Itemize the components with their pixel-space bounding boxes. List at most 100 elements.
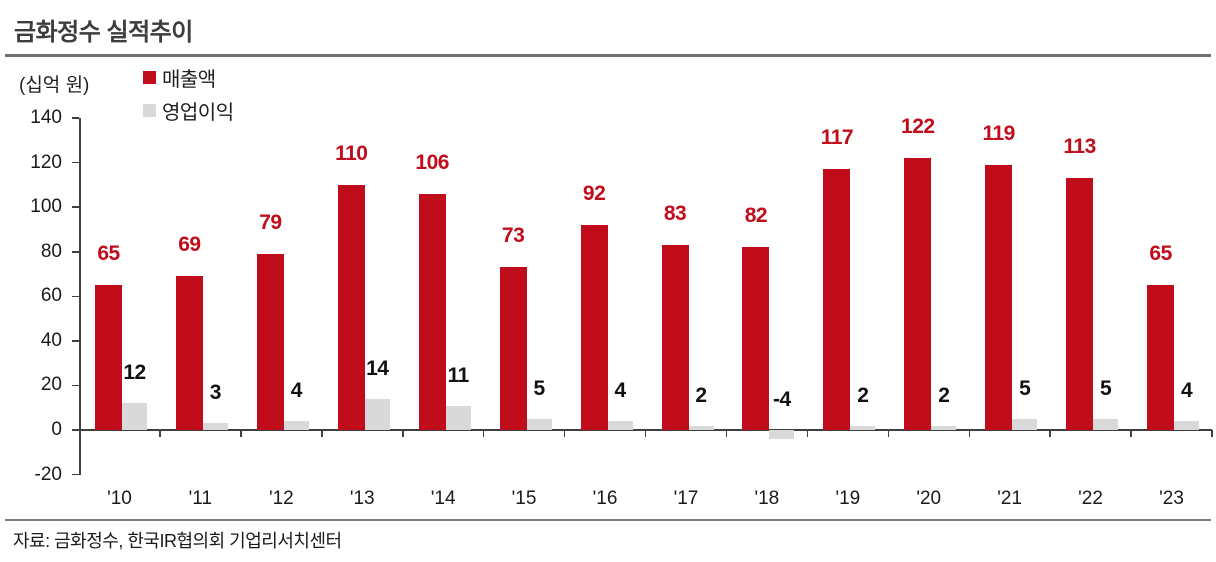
profit-value-label: 2 [695, 383, 707, 407]
x-tick-label: '22 [1078, 488, 1103, 509]
x-tick-mark [321, 430, 323, 437]
profit-bar [931, 425, 957, 430]
x-tick-mark [806, 430, 809, 437]
revenue-bar [1147, 285, 1175, 430]
x-tick-label: '10 [107, 488, 132, 509]
x-tick-label: '21 [997, 488, 1023, 509]
x-tick-mark [482, 430, 485, 437]
x-tick-label: '18 [754, 488, 780, 509]
profit-value-label: 5 [1100, 376, 1112, 400]
revenue-bar [904, 158, 932, 430]
revenue-value-label: 83 [663, 202, 687, 225]
profit-bar [607, 421, 633, 430]
x-tick-mark [1211, 430, 1213, 437]
profit-bar [364, 398, 390, 430]
revenue-value-label: 69 [178, 233, 201, 257]
x-tick-mark [1049, 430, 1051, 437]
y-tick-label: 0 [51, 419, 62, 440]
profit-bar [688, 425, 714, 430]
y-tick-label: 60 [40, 285, 62, 307]
revenue-value-label: 119 [982, 121, 1015, 145]
profit-bar [1093, 418, 1119, 430]
revenue-value-label: 65 [97, 242, 120, 266]
legend-label-revenue: 매출액 [162, 68, 216, 91]
y-tick-label: 100 [30, 196, 62, 218]
profit-value-label: 5 [533, 376, 546, 400]
profit-bar [1012, 418, 1038, 430]
profit-value-label: 2 [857, 383, 869, 407]
y-tick-mark [72, 206, 79, 208]
y-tick-label: 140 [30, 107, 62, 128]
y-tick-label: 120 [30, 151, 62, 173]
profit-bar [122, 403, 147, 430]
x-tick-label: '13 [349, 488, 375, 509]
revenue-bar [95, 285, 122, 430]
y-tick-mark [72, 117, 79, 119]
revenue-value-label: 117 [820, 126, 854, 150]
revenue-bar [661, 245, 689, 430]
x-tick-label: '17 [673, 488, 699, 509]
title-divider [5, 54, 1211, 57]
revenue-value-label: 82 [744, 204, 768, 228]
x-tick-label: '15 [511, 488, 537, 509]
profit-value-label: 14 [366, 356, 389, 380]
x-tick-label: '11 [188, 488, 213, 509]
profit-bar [1174, 421, 1200, 430]
revenue-value-label: 79 [259, 210, 282, 234]
profit-value-label: 4 [614, 379, 627, 403]
profit-value-label: -4 [773, 388, 791, 411]
revenue-bar [580, 225, 608, 430]
x-tick-label: '16 [592, 488, 618, 509]
revenue-bar [985, 164, 1013, 430]
x-tick-mark [1130, 430, 1132, 437]
y-tick-label: 40 [40, 329, 62, 351]
profit-value-label: 4 [290, 379, 303, 403]
x-tick-mark [887, 430, 889, 437]
revenue-bar [418, 193, 446, 430]
x-tick-mark [402, 430, 404, 437]
page-title: 금화정수 실적추이 [14, 19, 193, 46]
chart-legend: 매출액 영업이익 [143, 66, 234, 132]
revenue-swatch-icon [143, 70, 156, 84]
y-tick-label: -20 [34, 463, 62, 485]
y-tick-mark [72, 251, 79, 253]
profit-swatch-icon [143, 103, 156, 117]
revenue-value-label: 113 [1063, 135, 1096, 159]
revenue-value-label: 106 [415, 150, 449, 174]
legend-item-profit: 영업이익 [143, 99, 234, 124]
x-tick-label: '12 [268, 488, 294, 509]
profit-bar [283, 421, 309, 430]
legend-label-profit: 영업이익 [162, 101, 234, 124]
legend-item-revenue: 매출액 [143, 66, 234, 91]
x-tick-label: '14 [430, 488, 456, 509]
profit-value-label: 5 [1019, 376, 1031, 400]
y-tick-mark [72, 384, 79, 387]
x-tick-mark [240, 430, 242, 437]
revenue-bar [823, 169, 851, 430]
x-tick-mark [725, 430, 728, 437]
profit-bar [526, 418, 552, 430]
profit-value-label: 4 [1181, 379, 1193, 403]
y-tick-label: 20 [40, 374, 62, 396]
revenue-bar [1066, 178, 1094, 430]
profit-value-label: 2 [938, 383, 950, 407]
profit-value-label: 12 [123, 361, 146, 385]
revenue-bar [499, 267, 527, 430]
x-tick-mark [159, 430, 161, 437]
revenue-bar [742, 247, 770, 430]
source-divider [5, 519, 1211, 521]
revenue-value-label: 65 [1149, 242, 1172, 266]
y-tick-mark [72, 340, 79, 342]
revenue-bar [256, 253, 284, 430]
y-tick-mark [72, 295, 79, 297]
x-tick-label: '23 [1159, 488, 1184, 509]
revenue-value-label: 92 [582, 182, 606, 205]
revenue-bar [337, 184, 365, 430]
x-tick-mark [968, 430, 970, 437]
revenue-bar [175, 276, 203, 430]
x-tick-label: '19 [835, 488, 861, 509]
profit-value-label: 3 [209, 381, 222, 405]
source-note: 자료: 금화정수, 한국IR협의회 기업리서치센터 [13, 531, 342, 551]
